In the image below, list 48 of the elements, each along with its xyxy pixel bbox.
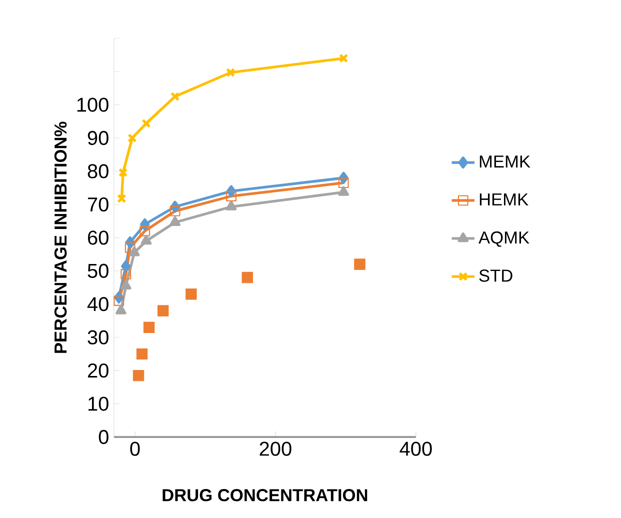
y-tick-label: 40 [87,297,108,312]
point [226,190,236,202]
y-tick-label: 60 [88,230,108,245]
point [124,242,136,253]
point [242,272,253,284]
point [128,133,137,143]
point [118,168,128,178]
y-tick-label: 70 [88,197,108,212]
y-tick-label: 50 [88,264,108,278]
point [338,186,349,196]
x-tick-label: 200 [260,442,292,456]
point [128,246,140,256]
point [186,288,197,300]
legend-label: AQMK [478,231,530,247]
point [338,178,349,188]
point [143,322,155,333]
y-tick-label: 100 [77,98,108,112]
y-tick-label: 0 [98,430,108,444]
point [136,348,148,360]
point [121,260,131,272]
y-tick-label: 80 [88,164,108,178]
point [170,216,180,226]
y-tick-label: 30 [88,330,108,344]
legend-label: STD [479,270,512,282]
point [120,280,132,290]
point [140,226,150,236]
y-tick-label: 10 [88,396,108,411]
x-axis-title: DRUG CONCENTRATION [162,489,368,502]
point [142,118,151,128]
point [140,234,152,245]
legend-label: MEMK [480,156,530,168]
point [114,296,124,306]
point [170,206,180,216]
point [170,92,180,102]
y-tick-label: 20 [88,363,108,378]
y-axis-title: PERCENTAGE INHIBITION% [54,122,67,353]
point [157,305,169,316]
point [120,269,132,280]
point [354,258,366,270]
point [226,68,236,78]
point [338,54,348,63]
point [132,370,144,382]
legend-label: HEMK [480,193,528,206]
y-tick-label: 90 [88,130,108,146]
point [226,200,237,210]
x-tick-label: 0 [130,442,140,456]
x-tick-label: 400 [400,442,432,456]
point [116,304,126,314]
